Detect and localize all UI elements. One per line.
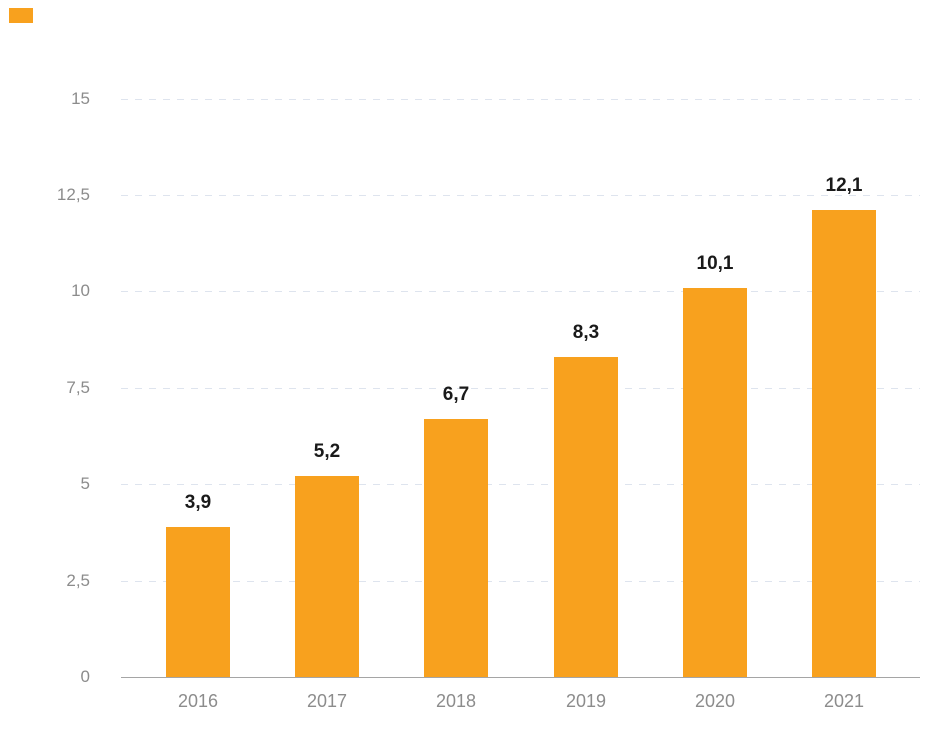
value-label-2019: 8,3 [572, 322, 600, 343]
value-label-2018: 6,7 [442, 384, 470, 405]
y-axis-tick-15: 15 [71, 89, 90, 108]
legend-color-chip [9, 8, 33, 23]
y-axis-tick-7,5: 7,5 [66, 378, 90, 397]
value-label-2020: 10,1 [696, 253, 734, 274]
x-axis-tick-2016: 2016 [177, 691, 219, 711]
gridline-y-5 [121, 484, 920, 485]
x-axis-tick-2018: 2018 [435, 691, 477, 711]
gridline-y-2,5 [121, 581, 920, 582]
y-axis-tick-12,5: 12,5 [56, 185, 90, 204]
bar-2018[interactable] [424, 419, 488, 677]
bar-2017[interactable] [295, 476, 359, 677]
gridline-y-10 [121, 291, 920, 292]
bar-2020[interactable] [683, 288, 747, 677]
value-label-2016: 3,9 [184, 492, 212, 513]
x-axis-tick-2019: 2019 [565, 691, 607, 711]
bar-2021[interactable] [812, 210, 876, 677]
y-axis-tick-0: 0 [80, 667, 90, 686]
x-axis-tick-2021: 2021 [823, 691, 865, 711]
gridline-y-15 [121, 99, 920, 100]
gridline-y-7,5 [121, 388, 920, 389]
y-axis-tick-10: 10 [71, 281, 90, 300]
value-label-2017: 5,2 [313, 441, 341, 462]
value-label-2021: 12,1 [825, 175, 863, 196]
x-axis-line [121, 677, 920, 678]
bar-2016[interactable] [166, 527, 230, 677]
x-axis-tick-2017: 2017 [306, 691, 348, 711]
x-axis-tick-2020: 2020 [694, 691, 736, 711]
gridline-y-12,5 [121, 195, 920, 196]
bar-2019[interactable] [554, 357, 618, 677]
y-axis-tick-5: 5 [80, 474, 90, 493]
y-axis-tick-2,5: 2,5 [66, 571, 90, 590]
